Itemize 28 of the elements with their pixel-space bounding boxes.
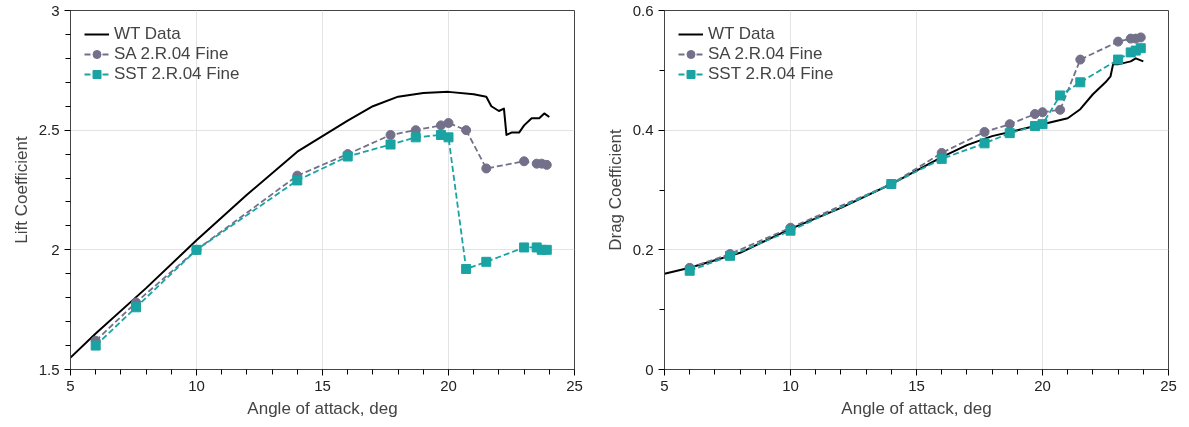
x-tick-label: 15 xyxy=(314,376,331,394)
legend-label: SA 2.R.04 Fine xyxy=(708,44,823,64)
y-tick-label: 0 xyxy=(645,360,654,378)
x-tick-label: 20 xyxy=(440,376,457,394)
x-axis-title: Angle of attack, deg xyxy=(841,398,992,418)
x-axis-title: Angle of attack, deg xyxy=(247,398,398,418)
x-tick-label: 5 xyxy=(66,376,75,394)
legend-label: SST 2.R.04 Fine xyxy=(114,64,240,84)
legend-label: SST 2.R.04 Fine xyxy=(708,64,834,84)
x-tick-label: 25 xyxy=(566,376,583,394)
y-tick-label: 2.5 xyxy=(38,121,60,139)
x-tick-label: 25 xyxy=(1160,376,1177,394)
y-axis-title: Lift Coefficient xyxy=(11,136,31,244)
y-tick-label: 0.4 xyxy=(632,121,654,139)
x-tick-label: 5 xyxy=(660,376,669,394)
x-tick-label: 15 xyxy=(908,376,925,394)
x-tick-label: 20 xyxy=(1034,376,1051,394)
y-axis-title: Drag Coefficient xyxy=(605,128,625,251)
y-tick-label: 1.5 xyxy=(38,360,60,378)
y-tick-label: 2 xyxy=(51,240,60,258)
legend-label: WT Data xyxy=(114,24,181,44)
y-tick-label: 3 xyxy=(51,1,60,19)
y-tick-label: 0.2 xyxy=(632,240,654,258)
y-tick-label: 0.6 xyxy=(632,1,654,19)
x-tick-label: 10 xyxy=(782,376,799,394)
x-tick-label: 10 xyxy=(188,376,205,394)
legend-label: WT Data xyxy=(708,24,775,44)
legend-label: SA 2.R.04 Fine xyxy=(114,44,229,64)
